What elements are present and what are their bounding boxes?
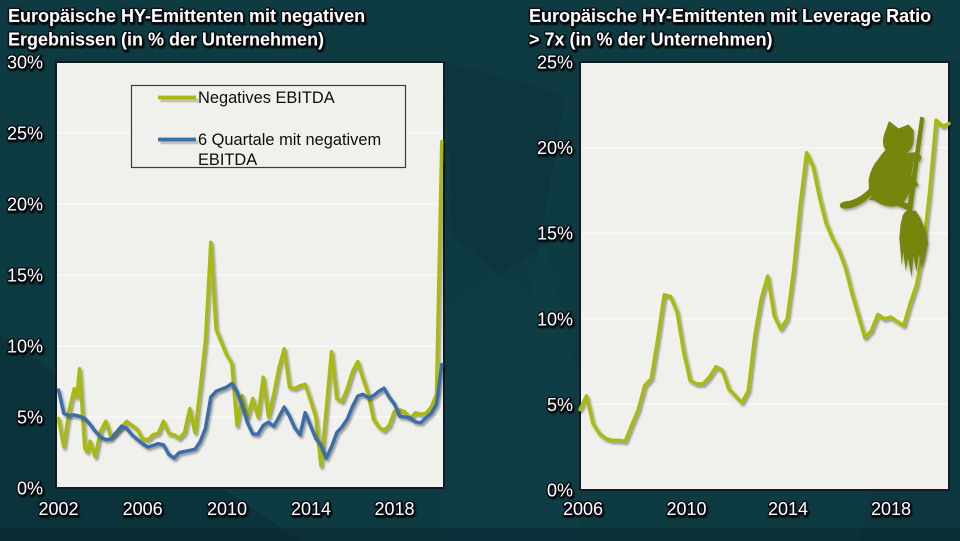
svg-text:2014: 2014 bbox=[768, 499, 808, 519]
svg-text:2014: 2014 bbox=[291, 499, 331, 519]
svg-text:Europäische HY-Emittenten mit: Europäische HY-Emittenten mit Leverage R… bbox=[529, 6, 931, 26]
svg-text:25%: 25% bbox=[537, 53, 573, 73]
svg-text:0%: 0% bbox=[547, 481, 573, 501]
svg-text:2006: 2006 bbox=[123, 499, 163, 519]
svg-text:15%: 15% bbox=[7, 266, 43, 286]
svg-text:EBITDA: EBITDA bbox=[198, 151, 257, 169]
svg-text:5%: 5% bbox=[547, 395, 573, 415]
svg-text:30%: 30% bbox=[7, 53, 43, 73]
svg-text:2018: 2018 bbox=[374, 499, 414, 519]
svg-text:20%: 20% bbox=[537, 138, 573, 158]
svg-text:Europäische HY-Emittenten mit: Europäische HY-Emittenten mit negativen bbox=[8, 6, 365, 26]
svg-text:10%: 10% bbox=[537, 309, 573, 329]
svg-text:2006: 2006 bbox=[563, 499, 603, 519]
svg-text:2010: 2010 bbox=[666, 499, 706, 519]
svg-text:Ergebnissen (in % der Unterneh: Ergebnissen (in % der Unternehmen) bbox=[8, 30, 324, 50]
svg-text:2018: 2018 bbox=[871, 499, 911, 519]
svg-text:15%: 15% bbox=[537, 224, 573, 244]
svg-text:0%: 0% bbox=[17, 479, 43, 499]
svg-text:6 Quartale mit negativem: 6 Quartale mit negativem bbox=[198, 131, 381, 149]
svg-text:25%: 25% bbox=[7, 124, 43, 144]
svg-text:5%: 5% bbox=[17, 408, 43, 428]
svg-text:10%: 10% bbox=[7, 337, 43, 357]
svg-text:> 7x (in % der Unternehmen): > 7x (in % der Unternehmen) bbox=[529, 30, 773, 50]
svg-text:20%: 20% bbox=[7, 195, 43, 215]
svg-text:Negatives EBITDA: Negatives EBITDA bbox=[198, 89, 335, 107]
svg-text:2002: 2002 bbox=[38, 499, 78, 519]
svg-text:2010: 2010 bbox=[207, 499, 247, 519]
